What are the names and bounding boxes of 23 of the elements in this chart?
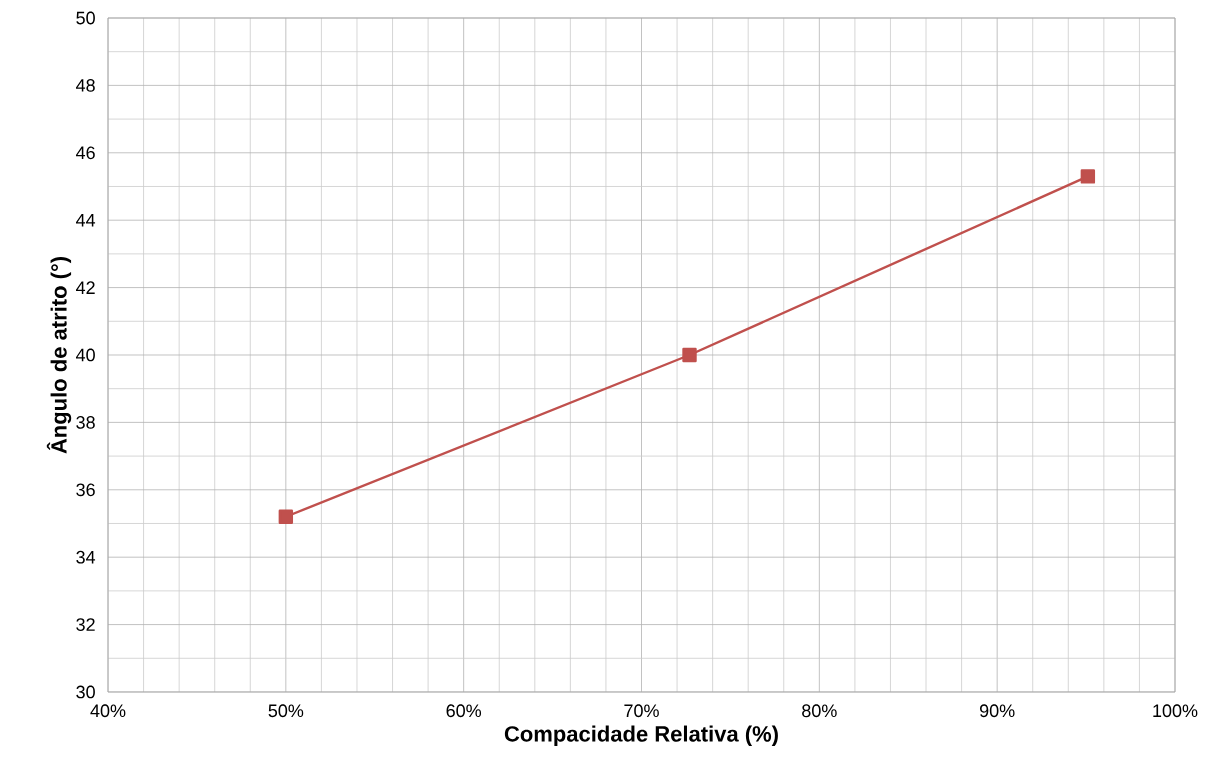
y-tick-label: 48 [76,79,95,92]
y-tick-label: 38 [76,416,95,429]
y-axis-title: Ângulo de atrito (°) [46,256,72,454]
x-tick-label: 100% [1153,704,1198,718]
x-tick-label: 90% [980,704,1015,718]
x-tick-label: 50% [268,704,304,718]
point [278,509,294,524]
y-tick-label: 50 [76,11,95,25]
y-tick-label: 34 [76,550,96,564]
y-tick-label: 40 [76,348,95,362]
y-tick-label: 30 [76,685,95,699]
y-tick-label: 32 [76,618,95,631]
x-tick-label: 60% [446,704,482,718]
point [1080,169,1096,184]
point [682,347,697,363]
y-tick-label: 36 [76,483,95,497]
x-tick-label: 80% [802,704,837,718]
x-axis-title: Compacidade Relativa (%) [504,725,778,747]
x-tick-label: 40% [90,704,126,718]
y-tick-label: 46 [76,146,95,160]
x-tick-label: 70% [624,704,659,718]
y-tick-label: 42 [76,281,95,294]
y-tick-label: 44 [76,213,96,227]
